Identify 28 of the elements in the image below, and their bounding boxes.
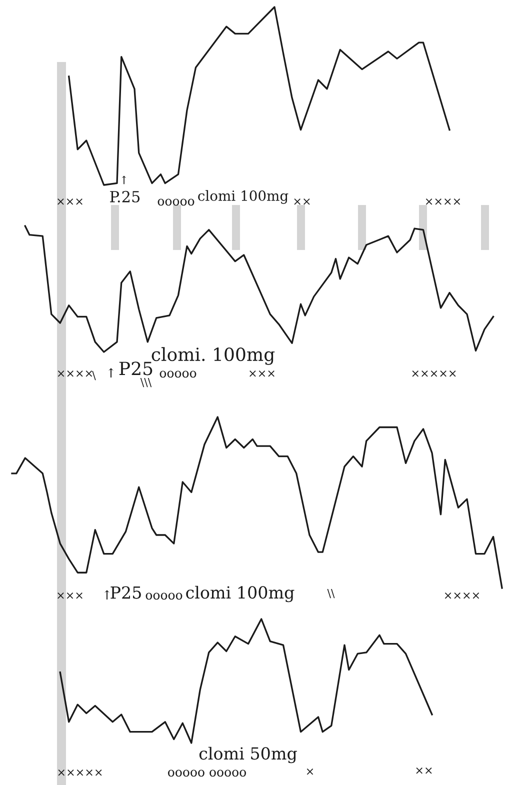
text: \\ xyxy=(327,588,335,598)
text: clomi 100mg xyxy=(198,190,288,204)
text: ooooo xyxy=(160,370,196,378)
text: \\\ xyxy=(140,378,152,388)
text: ××× xyxy=(58,198,82,205)
annotation: ↑ xyxy=(122,176,126,184)
text: × xyxy=(306,768,314,775)
text: ××× xyxy=(58,592,82,599)
annotation: clomi. 100mg xyxy=(152,347,275,365)
text: ooooo ooooo xyxy=(168,770,246,777)
text: ×××× xyxy=(444,592,480,599)
text: ××××× xyxy=(412,370,456,377)
text: P25 xyxy=(119,362,152,376)
text: ×× xyxy=(294,198,310,205)
text: ××××× xyxy=(58,769,102,776)
text: ×××× xyxy=(426,198,460,205)
annotation: clomi 100mg xyxy=(186,586,294,602)
text: ×× xyxy=(416,767,432,774)
annotation: P25 xyxy=(110,586,141,599)
text: P.25 xyxy=(110,190,140,202)
text: ×××× xyxy=(58,370,92,377)
text: ooooo xyxy=(146,592,182,600)
text: clomi 50mg xyxy=(199,746,297,764)
text: ooooo xyxy=(158,198,194,206)
text: \ xyxy=(92,370,96,380)
text: ↑ xyxy=(104,590,110,600)
text: ××× xyxy=(250,370,274,377)
text: ↑ xyxy=(108,368,114,378)
